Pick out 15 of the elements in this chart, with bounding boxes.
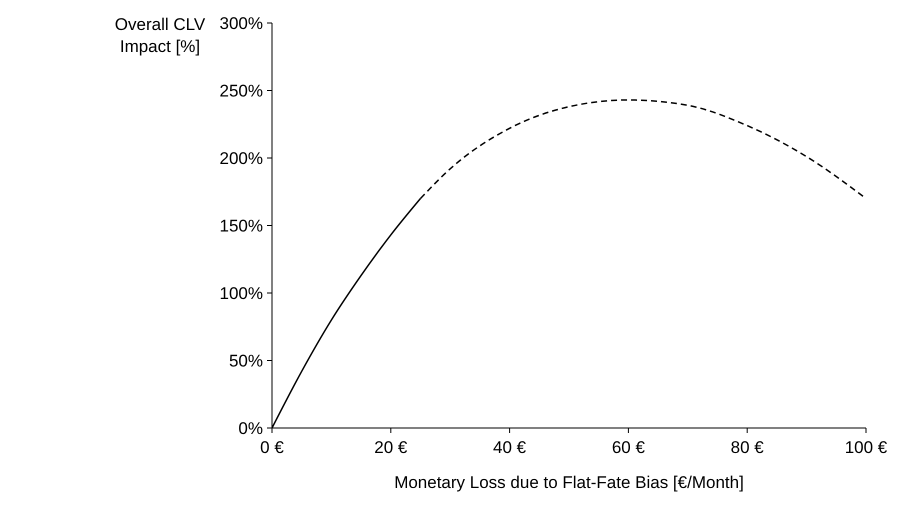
y-tick-label: 0% bbox=[238, 418, 263, 438]
y-tick-label: 300% bbox=[220, 14, 263, 33]
x-tick-label: 40 € bbox=[493, 438, 527, 457]
x-tick-label: 100 € bbox=[844, 438, 888, 457]
x-tick-label: 0 € bbox=[260, 438, 284, 457]
y-tick-label: 250% bbox=[220, 81, 263, 100]
y-tick-label: 150% bbox=[220, 216, 263, 236]
y-tick-label: 200% bbox=[220, 148, 263, 168]
y-axis-title: Overall CLV Impact [%] bbox=[114, 15, 206, 56]
y-tick-label: 100% bbox=[220, 284, 263, 303]
x-tick-label: 20 € bbox=[374, 438, 408, 457]
y-tick-label: 50% bbox=[228, 351, 263, 370]
x-axis-title: Monetary Loss due to Flat-Fate Bias [€/Month] bbox=[394, 473, 744, 492]
x-tick-label: 60 € bbox=[612, 438, 646, 457]
x-tick-label: 80 € bbox=[730, 438, 764, 457]
